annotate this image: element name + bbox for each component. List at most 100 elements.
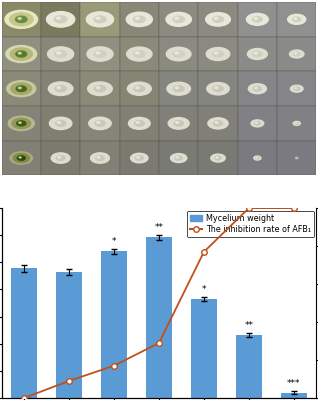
Bar (277, 106, 316, 141)
Circle shape (135, 17, 139, 19)
Bar (2, 141, 41, 175)
Circle shape (207, 82, 229, 95)
Circle shape (11, 83, 32, 94)
Circle shape (246, 13, 268, 25)
Circle shape (126, 12, 152, 26)
Bar (56, 272, 82, 398)
Circle shape (94, 86, 106, 92)
Circle shape (10, 152, 32, 164)
Circle shape (48, 82, 73, 96)
Circle shape (135, 52, 139, 54)
Bar (120, 2, 159, 37)
Circle shape (134, 86, 145, 92)
Circle shape (294, 52, 300, 56)
Circle shape (256, 157, 259, 159)
Circle shape (170, 154, 187, 162)
Bar (101, 252, 127, 398)
Bar (41, 141, 80, 175)
Bar (238, 37, 277, 71)
Circle shape (176, 122, 179, 123)
Circle shape (91, 153, 109, 163)
Bar (159, 141, 198, 175)
Circle shape (55, 51, 66, 57)
Bar (191, 299, 217, 398)
Bar (159, 37, 198, 71)
Bar (41, 37, 80, 71)
Circle shape (8, 116, 34, 130)
Circle shape (94, 16, 106, 23)
Bar (159, 106, 198, 141)
Text: *: * (112, 236, 116, 246)
Circle shape (167, 82, 190, 95)
Circle shape (295, 122, 298, 124)
Circle shape (175, 17, 179, 19)
Circle shape (175, 156, 182, 160)
Circle shape (96, 52, 100, 54)
Bar (277, 37, 316, 71)
Circle shape (134, 16, 145, 22)
Circle shape (17, 156, 25, 160)
Circle shape (216, 157, 218, 158)
Bar (120, 71, 159, 106)
Circle shape (213, 51, 223, 57)
Circle shape (254, 52, 257, 54)
Circle shape (17, 121, 26, 126)
Circle shape (136, 122, 139, 123)
Circle shape (49, 117, 72, 130)
Circle shape (173, 51, 184, 57)
Bar (198, 37, 238, 71)
Circle shape (215, 52, 218, 54)
Circle shape (295, 88, 297, 89)
Bar (198, 71, 238, 106)
Text: **: ** (245, 321, 253, 330)
Bar (2, 106, 41, 141)
Circle shape (96, 87, 100, 89)
Text: *: * (202, 285, 206, 294)
Circle shape (10, 48, 32, 60)
Circle shape (96, 156, 104, 160)
Circle shape (173, 86, 184, 92)
Circle shape (48, 47, 74, 61)
Circle shape (95, 120, 105, 126)
Bar (277, 2, 316, 37)
Circle shape (51, 153, 70, 163)
Circle shape (254, 122, 260, 125)
Circle shape (215, 156, 221, 160)
Bar (120, 141, 159, 175)
Circle shape (56, 156, 65, 160)
Circle shape (255, 122, 257, 123)
Circle shape (294, 87, 300, 90)
Circle shape (175, 87, 179, 89)
Circle shape (295, 157, 298, 159)
Circle shape (206, 12, 230, 26)
Circle shape (58, 156, 61, 158)
Bar (120, 106, 159, 141)
Bar (80, 71, 120, 106)
Circle shape (294, 53, 297, 54)
Circle shape (54, 16, 67, 23)
Bar (238, 141, 277, 175)
Circle shape (175, 52, 179, 54)
Bar (238, 106, 277, 141)
Circle shape (253, 86, 261, 91)
Bar (146, 237, 172, 398)
Text: ***: *** (287, 379, 301, 388)
Circle shape (166, 12, 191, 26)
Circle shape (211, 154, 225, 162)
Circle shape (18, 18, 21, 19)
Circle shape (88, 82, 112, 96)
Bar (159, 71, 198, 106)
Circle shape (248, 84, 266, 94)
Bar (41, 106, 80, 141)
Circle shape (254, 18, 257, 19)
Bar (2, 37, 41, 71)
Circle shape (57, 87, 61, 89)
Circle shape (12, 118, 31, 128)
Circle shape (87, 47, 113, 61)
Circle shape (168, 118, 189, 129)
Circle shape (206, 48, 230, 60)
Circle shape (247, 48, 267, 60)
Circle shape (18, 52, 21, 54)
Bar (80, 37, 120, 71)
Circle shape (57, 122, 61, 123)
